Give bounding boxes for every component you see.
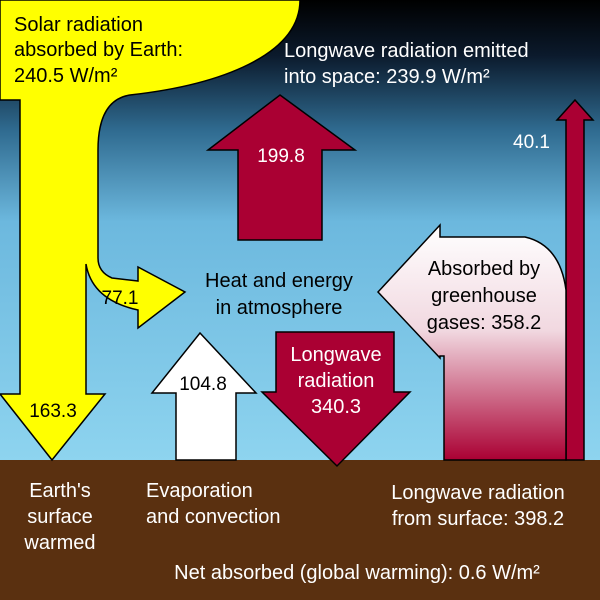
surface-longwave-line1: Longwave radiation xyxy=(391,482,564,504)
greenhouse-line2: greenhouse xyxy=(431,285,537,307)
earth-surface-line1: Earth's xyxy=(29,480,91,502)
net-absorbed-label: Net absorbed (global warming): 0.6 W/m² xyxy=(174,562,540,584)
atmosphere-to-space-value: 199.8 xyxy=(257,146,305,167)
solar-to-surface-value: 163.3 xyxy=(29,401,77,422)
space-label-line1: Longwave radiation emitted xyxy=(284,40,529,62)
earth-surface-line2: surface xyxy=(27,506,93,528)
greenhouse-line1: Absorbed by xyxy=(428,258,540,280)
greenhouse-absorbed-arrow xyxy=(376,223,567,461)
back-radiation-line2: radiation xyxy=(298,370,375,392)
atmosphere-label-line1: Heat and energy xyxy=(205,270,353,292)
evaporation-up-arrow xyxy=(150,331,258,461)
solar-radiation-shape xyxy=(0,0,301,462)
evaporation-value: 104.8 xyxy=(179,374,227,395)
atmosphere-label-line2: in atmosphere xyxy=(216,297,343,319)
solar-label-line2: absorbed by Earth: xyxy=(14,39,183,61)
back-radiation-line1: Longwave xyxy=(290,344,381,366)
evaporation-label-line2: and convection xyxy=(146,506,281,528)
evaporation-label-line1: Evaporation xyxy=(146,480,253,502)
back-radiation-line3: 340.3 xyxy=(311,396,361,418)
earth-surface-line3: warmed xyxy=(23,532,95,554)
surface-longwave-line2: from surface: 398.2 xyxy=(392,508,564,530)
solar-to-atmosphere-value: 77.1 xyxy=(102,288,139,309)
back-radiation-arrow xyxy=(260,331,412,468)
solar-label-line3: 240.5 W/m² xyxy=(14,65,118,87)
greenhouse-line3: gases: 358.2 xyxy=(427,312,542,334)
ground-surface xyxy=(0,460,600,600)
solar-label-line1: Solar radiation xyxy=(14,14,143,36)
surface-to-space-value: 40.1 xyxy=(513,132,550,153)
space-label-line2: into space: 239.9 W/m² xyxy=(284,66,490,88)
atmosphere-to-space-arrow xyxy=(205,94,358,241)
